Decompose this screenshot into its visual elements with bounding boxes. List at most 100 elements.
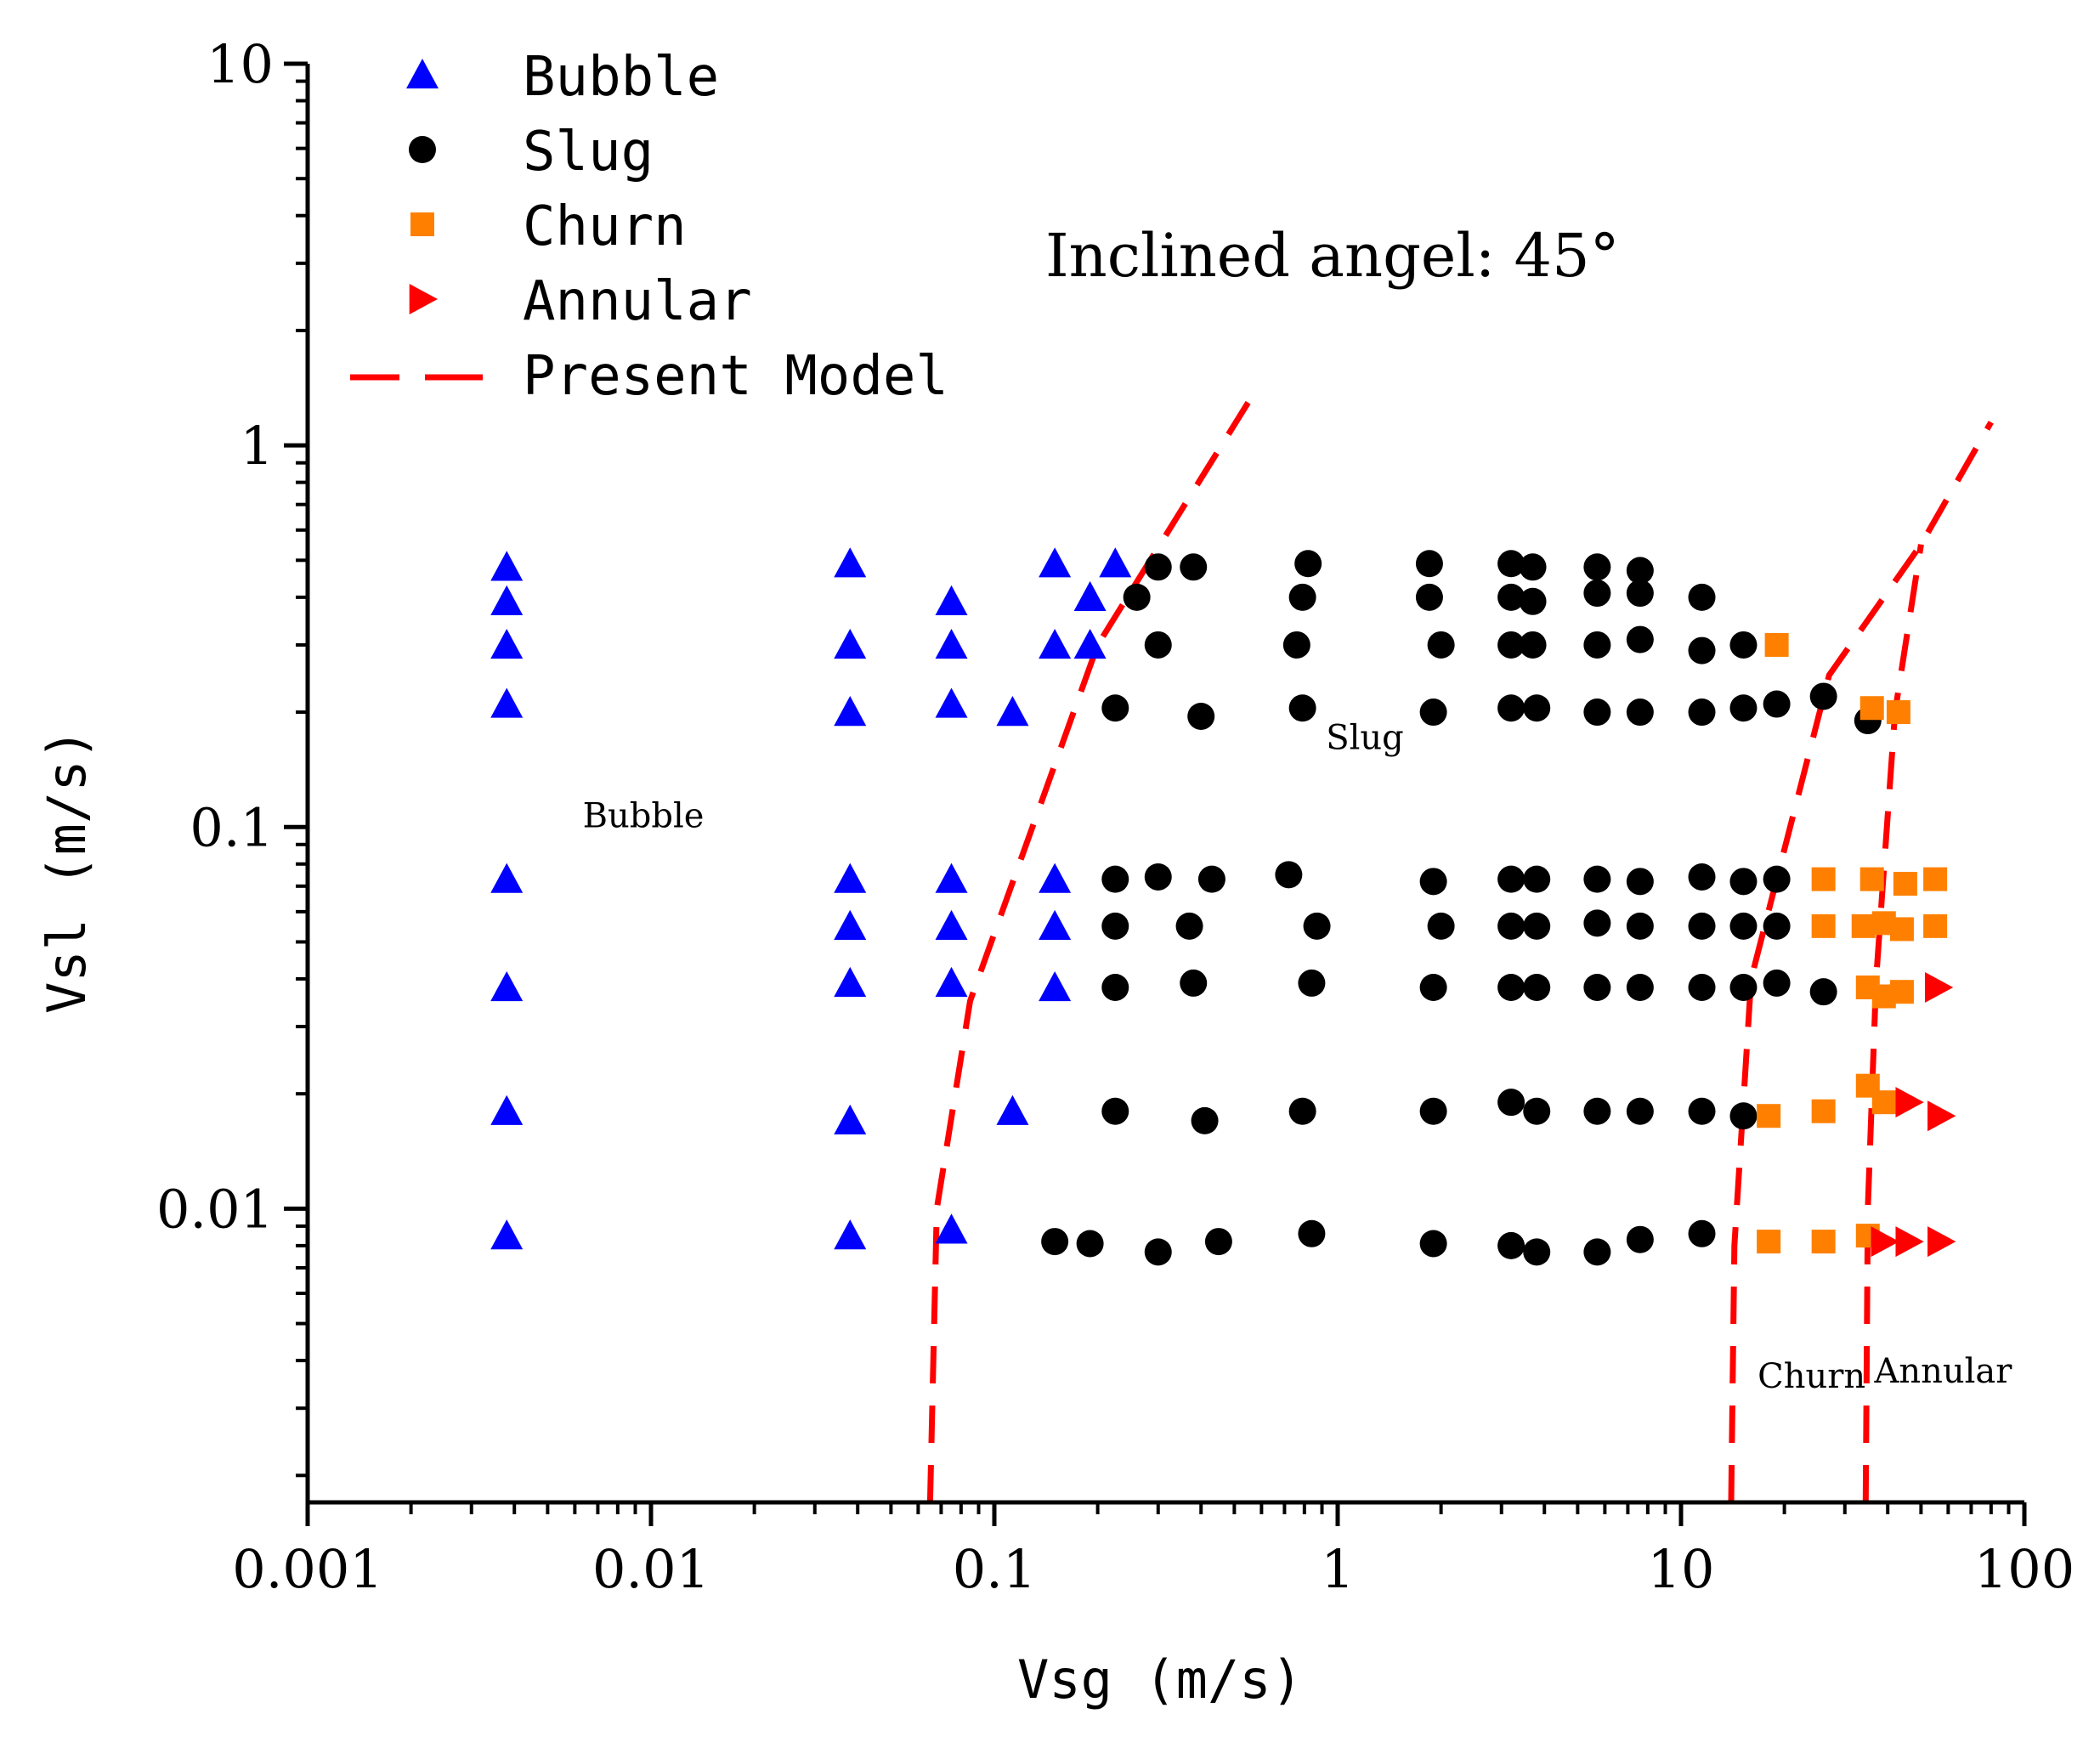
bubble-point: [490, 551, 524, 581]
slug-point: [1497, 694, 1525, 722]
bubble-point: [490, 1094, 524, 1125]
slug-point: [1626, 1225, 1654, 1253]
slug-point: [1523, 865, 1551, 893]
slug-point: [1729, 912, 1758, 940]
legend-item-slug: Slug: [409, 121, 654, 184]
slug-point: [1763, 865, 1791, 893]
slug-point: [1282, 631, 1310, 659]
slug-point: [1809, 978, 1837, 1006]
slug-point: [1101, 694, 1129, 722]
churn-point: [1889, 917, 1914, 942]
legend-item-bubble: Bubble: [406, 46, 719, 109]
model-boundary-line: [1862, 544, 1924, 1503]
series-bubble: [490, 547, 1132, 1250]
bubble-point: [834, 696, 867, 727]
bubble-point: [935, 628, 968, 659]
slug-point: [1583, 1097, 1611, 1125]
slug-point: [1519, 553, 1547, 581]
churn-point: [1811, 1099, 1836, 1123]
slug-point: [1288, 583, 1316, 611]
bubble-point: [996, 696, 1029, 727]
slug-point: [1688, 1219, 1716, 1247]
bubble-point: [935, 585, 968, 615]
slug-point: [1180, 553, 1208, 581]
slug-point: [1191, 1106, 1219, 1134]
y-axis-label: Vsl (m/s): [36, 728, 98, 1014]
legend-triangle-right-icon: [409, 284, 438, 314]
churn-point: [1859, 696, 1884, 721]
slug-point: [1583, 865, 1611, 893]
slug-point: [1583, 553, 1611, 581]
churn-point: [1811, 913, 1836, 938]
legend-label: Annular: [523, 270, 752, 333]
legend-label: Bubble: [523, 46, 719, 109]
bubble-point: [490, 1219, 524, 1250]
y-tick-label: 10: [207, 33, 274, 95]
region-label-annular: Annular: [1873, 1352, 2012, 1391]
slug-point: [1688, 973, 1716, 1001]
x-tick-label: 100: [1974, 1538, 2075, 1600]
y-tick-label: 1: [241, 415, 274, 477]
slug-point: [1419, 973, 1447, 1001]
slug-point: [1497, 550, 1525, 578]
slug-point: [1298, 969, 1326, 997]
slug-point: [1523, 694, 1551, 722]
bubble-point: [834, 863, 867, 893]
slug-point: [1626, 625, 1654, 653]
bubble-point: [935, 1213, 968, 1244]
legend-circle-icon: [409, 136, 436, 163]
slug-point: [1763, 912, 1791, 940]
bubble-point: [1099, 547, 1132, 578]
bubble-point: [935, 966, 968, 998]
slug-point: [1076, 1230, 1104, 1258]
slug-point: [1763, 690, 1791, 718]
slug-point: [1729, 1102, 1758, 1130]
slug-point: [1583, 1238, 1611, 1266]
legend-item-annular: Annular: [409, 270, 752, 333]
slug-point: [1180, 969, 1208, 997]
slug-point: [1626, 868, 1654, 896]
annular-point: [1927, 1226, 1956, 1258]
slug-point: [1101, 1097, 1129, 1125]
bubble-point: [490, 585, 524, 615]
series-churn: [1757, 632, 1948, 1254]
bubble-point: [834, 909, 867, 941]
slug-point: [1688, 698, 1716, 727]
churn-point: [1851, 913, 1876, 938]
churn-point: [1764, 632, 1789, 657]
slug-point: [1583, 580, 1611, 608]
region-label-slug: Slug: [1326, 719, 1404, 758]
x-tick-label: 0.01: [592, 1538, 710, 1600]
slug-point: [1303, 912, 1331, 940]
slug-point: [1729, 631, 1758, 659]
bubble-point: [490, 863, 524, 893]
legend-triangle-up-icon: [406, 59, 439, 89]
legend-label: Churn: [523, 195, 687, 258]
bubble-point: [490, 687, 524, 718]
slug-point: [1497, 631, 1525, 659]
bubble-point: [1039, 863, 1072, 893]
churn-point: [1871, 1090, 1896, 1115]
annular-point: [1924, 971, 1954, 1003]
annular-point: [1871, 1226, 1899, 1258]
legend: Bubble Slug Churn Annular Present Model: [350, 46, 948, 408]
slug-point: [1298, 1219, 1326, 1247]
slug-point: [1419, 698, 1447, 727]
slug-point: [1144, 1238, 1172, 1266]
slug-point: [1144, 553, 1172, 581]
data-points: [490, 547, 1956, 1266]
y-axis-ticks: 0.01 0.1 1 10: [156, 33, 308, 1478]
slug-point: [1763, 969, 1791, 997]
slug-point: [1497, 865, 1525, 893]
axes: [305, 64, 2024, 1505]
legend-label: Present Model: [523, 345, 948, 408]
churn-point: [1811, 1230, 1836, 1254]
slug-point: [1419, 1230, 1447, 1258]
bubble-point: [1073, 580, 1107, 611]
x-axis-ticks: 0.001 0.01 0.1 1 10 100: [232, 1502, 2075, 1600]
slug-point: [1288, 1097, 1316, 1125]
slug-point: [1101, 973, 1129, 1001]
region-label-churn: Churn: [1758, 1357, 1865, 1396]
churn-point: [1923, 867, 1948, 891]
slug-point: [1101, 865, 1129, 893]
